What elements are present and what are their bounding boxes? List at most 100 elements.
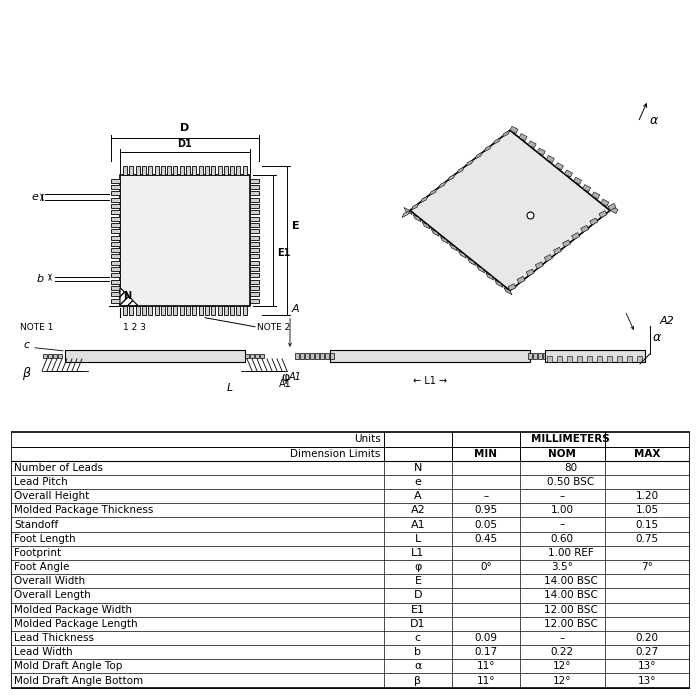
Bar	[111, 255, 120, 258]
Text: Foot Length: Foot Length	[14, 533, 76, 544]
Bar	[250, 274, 259, 277]
Text: 14.00 BSC: 14.00 BSC	[544, 576, 598, 587]
Bar	[199, 306, 202, 315]
Bar	[597, 356, 602, 362]
Text: β: β	[414, 676, 421, 685]
Text: Mold Draft Angle Top: Mold Draft Angle Top	[14, 662, 122, 671]
Bar	[563, 353, 567, 359]
Text: Units: Units	[354, 435, 381, 444]
Bar	[123, 306, 127, 315]
Bar	[111, 223, 120, 227]
Text: A1: A1	[288, 372, 302, 382]
Text: 0.17: 0.17	[474, 648, 498, 657]
Bar	[315, 353, 319, 359]
Polygon shape	[504, 288, 512, 295]
Bar	[250, 229, 259, 233]
Bar	[161, 306, 164, 315]
Bar	[111, 235, 120, 239]
Text: β: β	[22, 368, 30, 380]
Bar	[567, 356, 572, 362]
Polygon shape	[486, 273, 493, 280]
Text: ← L1 →: ← L1 →	[413, 376, 447, 386]
Bar	[250, 286, 259, 290]
Polygon shape	[528, 141, 536, 148]
Bar	[250, 204, 259, 208]
Bar	[148, 306, 152, 315]
Text: –: –	[559, 633, 565, 643]
Bar	[111, 261, 120, 265]
Bar	[186, 306, 190, 315]
Bar	[218, 306, 221, 315]
Text: N: N	[123, 290, 131, 301]
Bar	[211, 167, 215, 176]
Bar	[48, 354, 52, 358]
Text: 0.15: 0.15	[636, 519, 659, 529]
Polygon shape	[456, 167, 465, 174]
Text: Molded Package Length: Molded Package Length	[14, 619, 137, 629]
Bar	[130, 167, 133, 176]
Polygon shape	[404, 207, 412, 214]
Text: A1: A1	[411, 519, 425, 529]
Text: 11°: 11°	[477, 662, 495, 671]
Bar	[111, 274, 120, 277]
Bar	[325, 353, 329, 359]
Bar	[193, 306, 196, 315]
Bar	[174, 306, 177, 315]
Text: Standoff: Standoff	[14, 519, 58, 529]
Text: 1.20: 1.20	[636, 491, 659, 501]
Text: α: α	[414, 662, 421, 671]
Text: 7°: 7°	[641, 562, 653, 572]
Bar	[250, 299, 259, 302]
Bar	[186, 167, 190, 176]
Polygon shape	[563, 240, 570, 247]
Bar	[230, 306, 234, 315]
Bar	[193, 167, 196, 176]
Text: Lead Thickness: Lead Thickness	[14, 633, 94, 643]
Text: L: L	[415, 533, 421, 544]
Bar	[250, 191, 259, 195]
Text: 0.22: 0.22	[551, 648, 574, 657]
Polygon shape	[422, 222, 430, 229]
Bar	[547, 356, 552, 362]
Text: 11°: 11°	[477, 676, 495, 685]
Bar	[111, 280, 120, 284]
Bar	[58, 354, 62, 358]
Bar	[627, 356, 632, 362]
Bar	[250, 185, 259, 189]
Polygon shape	[608, 204, 616, 211]
Bar	[237, 306, 240, 315]
Bar	[250, 354, 254, 358]
Text: c: c	[24, 340, 30, 350]
Polygon shape	[495, 281, 503, 288]
Text: 14.00 BSC: 14.00 BSC	[544, 591, 598, 601]
Text: 0.45: 0.45	[474, 533, 498, 544]
Text: 12°: 12°	[553, 662, 571, 671]
Bar	[617, 356, 622, 362]
Bar	[305, 353, 309, 359]
Bar	[250, 197, 259, 202]
Bar	[310, 353, 314, 359]
Text: 13°: 13°	[638, 676, 657, 685]
Bar	[205, 306, 209, 315]
Bar	[330, 353, 334, 359]
Text: 0.60: 0.60	[551, 533, 574, 544]
Text: 0.27: 0.27	[636, 648, 659, 657]
Text: Number of Leads: Number of Leads	[14, 463, 103, 473]
Bar	[250, 216, 259, 221]
Polygon shape	[447, 174, 456, 181]
Text: 1 2 3: 1 2 3	[123, 323, 146, 332]
Text: Molded Package Thickness: Molded Package Thickness	[14, 505, 153, 515]
Bar	[533, 353, 537, 359]
Bar	[111, 210, 120, 214]
Bar	[637, 356, 642, 362]
Bar	[250, 223, 259, 227]
Bar	[111, 185, 120, 189]
Text: Dimension Limits: Dimension Limits	[290, 449, 381, 458]
Text: 0.20: 0.20	[636, 633, 659, 643]
Bar	[148, 167, 152, 176]
Bar	[250, 255, 259, 258]
Text: A: A	[291, 304, 299, 314]
Bar	[255, 354, 259, 358]
Polygon shape	[564, 170, 573, 177]
Bar	[180, 167, 183, 176]
